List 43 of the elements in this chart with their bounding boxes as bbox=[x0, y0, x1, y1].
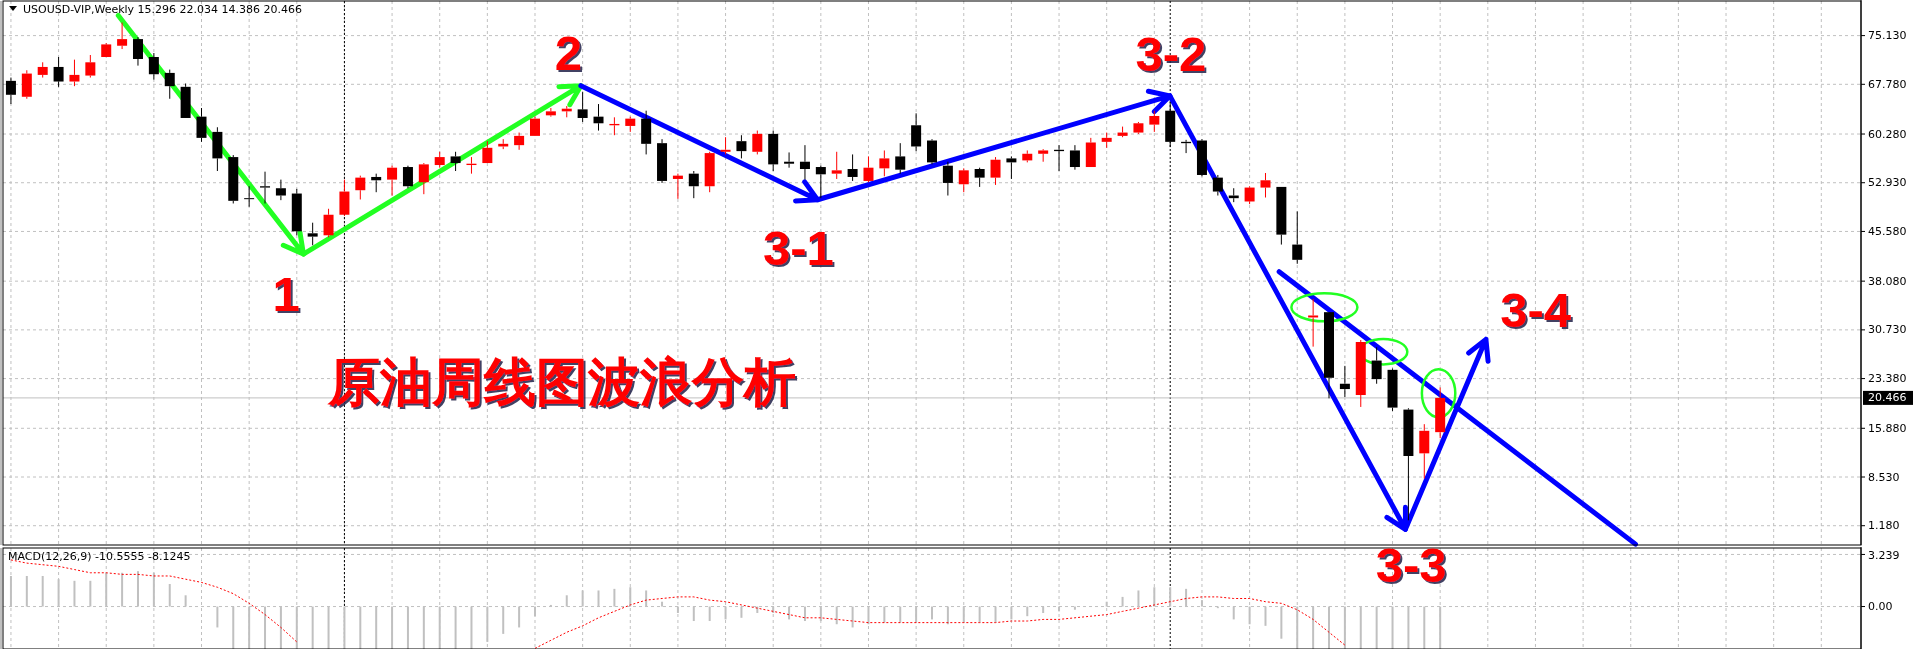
chart-title: USOUSD-VIP,Weekly 15.296 22.034 14.386 20.466 bbox=[23, 2, 303, 16]
bar bbox=[1073, 606, 1076, 610]
annotation: 原油周线图波浪分析 bbox=[327, 350, 797, 412]
bar bbox=[343, 606, 346, 649]
y-tick-label: 52.930 bbox=[1868, 176, 1907, 190]
y-tick-label: 67.780 bbox=[1868, 77, 1907, 91]
ref-line-label: 20.466 bbox=[1868, 391, 1907, 405]
bar bbox=[931, 606, 933, 620]
bar bbox=[438, 606, 441, 649]
bar bbox=[391, 606, 394, 649]
annotation: 2 bbox=[554, 26, 583, 81]
y-tick-label: 1.180 bbox=[1868, 519, 1900, 533]
y-tick-label: 38.080 bbox=[1868, 274, 1907, 288]
bar bbox=[1391, 606, 1394, 649]
y-tick-label: 23.380 bbox=[1868, 372, 1907, 386]
y-tick-label: 8.530 bbox=[1868, 470, 1900, 484]
bar bbox=[708, 606, 711, 622]
chart-title: MACD(12,26,9) -10.5555 -8.1245 bbox=[8, 549, 191, 563]
annotation: 1 bbox=[272, 267, 300, 322]
bar bbox=[803, 606, 806, 622]
bar bbox=[978, 606, 981, 623]
annotation: 3-3 bbox=[1375, 538, 1447, 593]
annotation: 3-4 bbox=[1500, 283, 1572, 338]
annotation: 3-2 bbox=[1135, 27, 1207, 82]
y-tick-label: 15.880 bbox=[1868, 421, 1907, 435]
bar bbox=[264, 606, 267, 649]
bar bbox=[216, 606, 219, 628]
bar bbox=[851, 606, 854, 628]
bar bbox=[311, 606, 314, 649]
bar bbox=[486, 606, 489, 642]
bar bbox=[1248, 606, 1251, 625]
bar bbox=[1423, 606, 1426, 649]
y-tick-label: 75.130 bbox=[1868, 29, 1907, 43]
y-tick-label: 0.00 bbox=[1868, 600, 1893, 614]
bar bbox=[883, 606, 886, 623]
y-tick-label: 60.280 bbox=[1868, 127, 1907, 141]
y-tick-label: 45.580 bbox=[1868, 224, 1907, 238]
bar bbox=[1296, 606, 1299, 649]
bar bbox=[1026, 606, 1029, 617]
y-tick-label: 3.239 bbox=[1868, 548, 1900, 562]
bar bbox=[1343, 606, 1346, 649]
annotation: 3-1 bbox=[763, 221, 834, 276]
y-tick-label: 30.730 bbox=[1868, 323, 1907, 337]
